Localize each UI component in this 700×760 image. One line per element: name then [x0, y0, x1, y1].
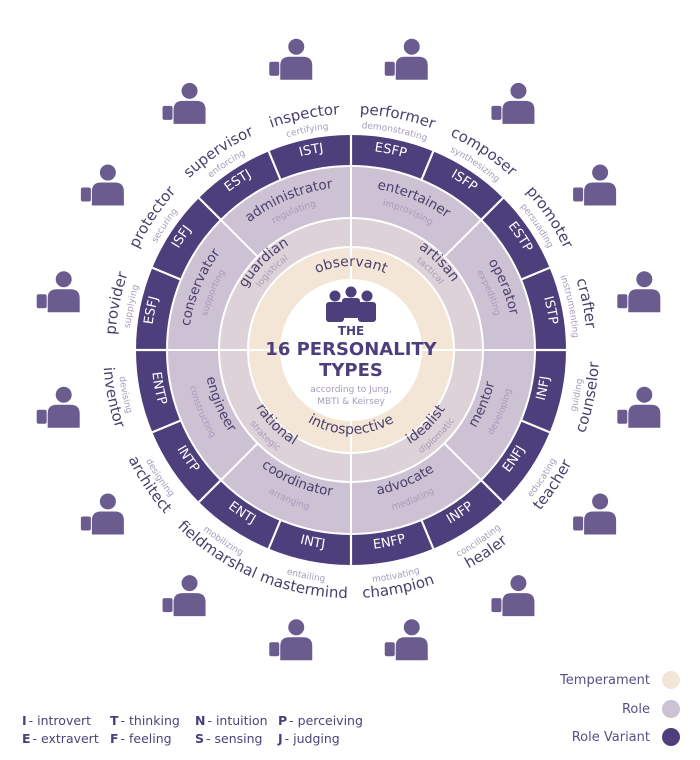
type-divider — [151, 419, 182, 434]
center-title-line1: THE — [338, 324, 364, 338]
type-divider — [480, 479, 504, 503]
legend-role-variant-label: Role Variant — [571, 729, 650, 745]
key-thinking: T- thinking — [110, 713, 180, 728]
variant-divider — [220, 442, 259, 481]
legend-temperament: Temperament — [560, 671, 680, 689]
type-code: ESFJ — [142, 295, 162, 326]
center-title-line3: TYPES — [319, 360, 383, 381]
type-code: ENTP — [148, 371, 169, 407]
type-divider — [151, 266, 182, 281]
type-divider — [520, 419, 551, 434]
type-divider — [520, 266, 551, 281]
key-judging: J- judging — [278, 731, 340, 746]
teacher-icon — [573, 493, 617, 535]
key-extravert: E- extravert — [22, 731, 99, 746]
provider-icon — [36, 271, 80, 313]
type-code: ISTP — [540, 295, 560, 326]
key-introvert: I- introvert — [22, 713, 92, 728]
counselor-icon — [617, 386, 661, 428]
legend-temperament-label: Temperament — [560, 672, 650, 688]
type-code: INTJ — [299, 533, 326, 553]
center-title-line2: 16 PERSONALITY — [265, 339, 437, 360]
inspector-icon — [269, 38, 313, 80]
supervisor-icon — [162, 82, 206, 124]
variant-divider — [443, 442, 482, 481]
legend-role-variant: Role Variant — [572, 728, 680, 746]
legend-role-swatch — [662, 700, 680, 718]
type-divider — [420, 519, 435, 550]
architect-icon — [80, 493, 124, 535]
type-code: INFJ — [534, 375, 553, 402]
inventor-icon — [36, 386, 80, 428]
type-divider — [267, 150, 282, 181]
center-subtitle-line2: MBTI & Keirsey — [317, 397, 385, 407]
type-divider — [198, 479, 222, 503]
key-intuition: N- intuition — [195, 713, 268, 728]
center-subtitle-line1: according to Jung, — [310, 385, 391, 395]
key-perceiving: P- perceiving — [278, 713, 363, 728]
fieldmarshal-icon — [162, 575, 206, 617]
variant-divider — [220, 219, 259, 258]
performer-icon — [384, 38, 428, 80]
legend-role-variant-swatch — [662, 728, 680, 746]
type-code: ENFP — [372, 532, 407, 553]
type-divider — [480, 197, 504, 221]
ring-outline — [166, 165, 536, 535]
legend-role-label: Role — [621, 701, 650, 717]
key-feeling: F- feeling — [110, 731, 172, 746]
key-sensing: S- sensing — [195, 731, 263, 746]
center-hub — [281, 280, 421, 420]
crafter-icon — [617, 271, 661, 313]
type-divider — [420, 150, 435, 181]
promoter-icon — [573, 164, 617, 206]
legend-role: Role — [622, 700, 680, 718]
ring-outline — [218, 217, 484, 483]
protector-icon — [80, 164, 124, 206]
composer-icon — [491, 82, 535, 124]
type-code: ISTJ — [298, 141, 325, 160]
mastermind-icon — [269, 619, 313, 661]
healer-icon — [491, 575, 535, 617]
type-divider — [267, 519, 282, 550]
champion-icon — [384, 619, 428, 661]
ring-outline — [247, 246, 455, 454]
type-divider — [198, 197, 222, 221]
ring-outline — [280, 279, 422, 421]
type-code: ESFP — [374, 140, 409, 161]
legend-temperament-swatch — [662, 671, 680, 689]
variant-divider — [443, 219, 482, 258]
